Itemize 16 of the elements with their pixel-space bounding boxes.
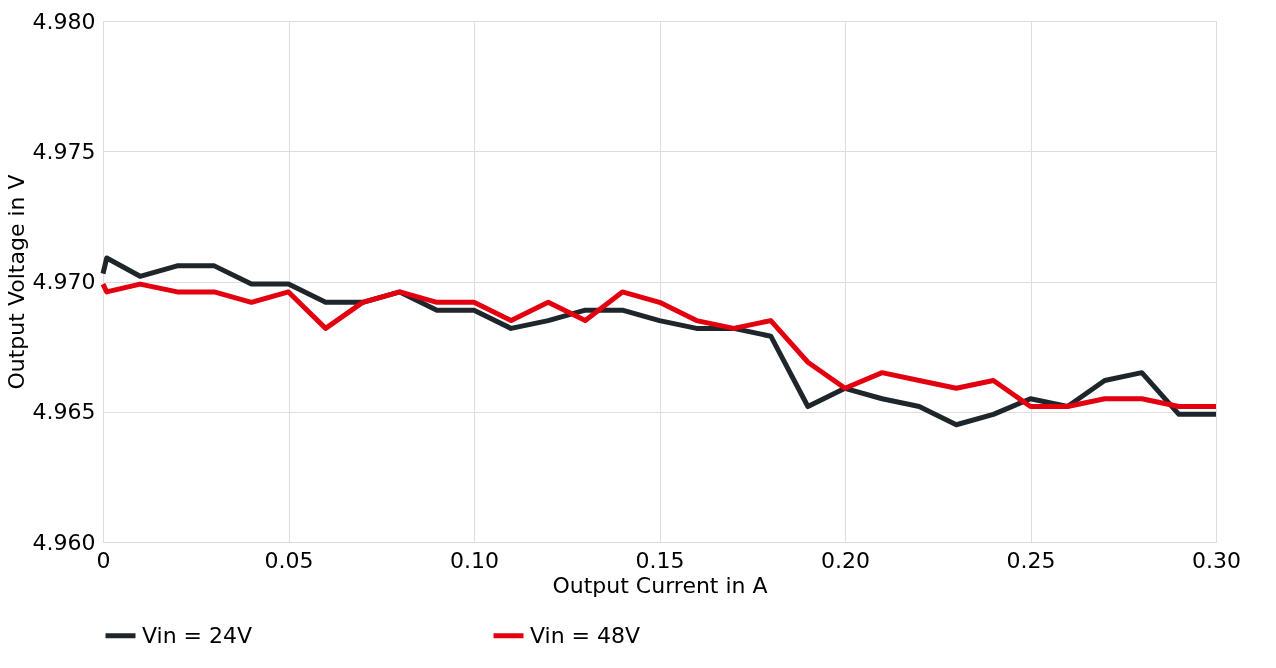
- x-tick-label: 0: [96, 547, 111, 573]
- y-tick-label: 4.975: [32, 138, 96, 164]
- x-tick-label: 0.30: [1192, 547, 1241, 573]
- y-tick-label: 4.970: [32, 269, 96, 294]
- y-tick-label: 4.965: [32, 399, 96, 425]
- y-tick-label: 4.980: [32, 8, 96, 34]
- x-axis-title: Output Current in A: [552, 572, 768, 598]
- x-tick-label: 0.15: [635, 547, 685, 573]
- x-tick-label: 0.10: [450, 547, 499, 573]
- legend-label: Vin = 24V: [142, 622, 253, 648]
- legend-label: Vin = 48V: [530, 622, 641, 648]
- y-axis-title: Output Voltage in V: [3, 174, 29, 390]
- x-tick-label: 0.05: [264, 547, 314, 573]
- x-tick-label: 0.25: [1006, 547, 1056, 573]
- y-tick-label: 4.960: [32, 529, 96, 555]
- x-tick-label: 0.20: [821, 547, 870, 573]
